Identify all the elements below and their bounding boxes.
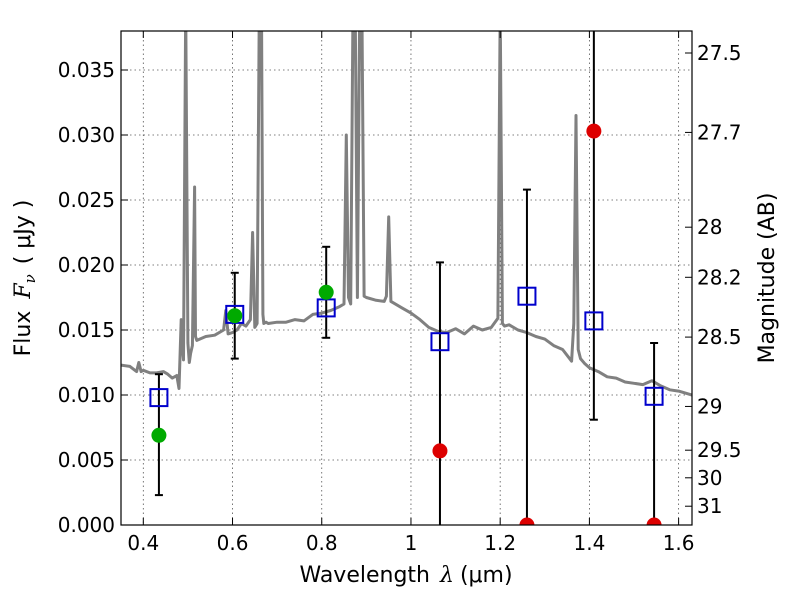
model-point [149, 388, 169, 408]
x-tick-label: 0.6 [217, 531, 249, 555]
x-tick-label: 1.2 [484, 531, 516, 555]
model-point [644, 386, 664, 406]
x-tick-label: 0.8 [306, 531, 338, 555]
x-axis-ticks: 0.4 0.6 0.8 1 1.2 1.4 1.6 [127, 31, 695, 555]
observed-point [227, 308, 243, 324]
y-tick-label: 0.035 [58, 58, 115, 82]
y-tick-label: 0.025 [58, 188, 115, 212]
model-point [430, 332, 450, 352]
magnitude-tick-label: 27.7 [697, 120, 742, 144]
x-tick-label: 1.6 [663, 531, 695, 555]
magnitude-tick-label: 27.5 [697, 41, 742, 65]
y-tick-label: 0.010 [58, 383, 115, 407]
observed-point [519, 517, 535, 525]
magnitude-axis-ticks: 27.5 27.7 28 28.2 28.5 29 29.5 30 31 [685, 41, 742, 518]
spectrum-layer [121, 31, 692, 397]
magnitude-tick-label: 31 [697, 494, 722, 518]
observed-point [432, 443, 448, 459]
y-axis-ticks: 0.000 0.005 0.010 0.015 0.020 0.025 0.030 0.035 [58, 58, 128, 537]
x-tick-label: 1.4 [573, 531, 605, 555]
observed-point [318, 284, 334, 300]
magnitude-axis-label: Magnitude (AB) [755, 193, 780, 364]
magnitude-tick-label: 29.5 [697, 438, 742, 462]
magnitude-tick-label: 28.5 [697, 325, 742, 349]
plot-frame [120, 30, 693, 526]
observed-point [151, 427, 167, 443]
magnitude-tick-label: 28.2 [697, 265, 742, 289]
magnitude-tick-label: 30 [697, 466, 722, 490]
y-tick-label: 0.015 [58, 318, 115, 342]
x-axis-label: Wavelength λ (μm) [299, 563, 512, 588]
y-tick-label: 0.020 [58, 253, 115, 277]
x-tick-label: 1 [405, 531, 418, 555]
y-tick-label: 0.000 [58, 513, 115, 537]
y-tick-label: 0.005 [58, 448, 115, 472]
observed-point [646, 517, 662, 525]
y-axis-label: FluxFν( μJy ) [11, 200, 39, 357]
observed-points [151, 123, 662, 525]
magnitude-tick-label: 28 [697, 215, 722, 239]
model-point [517, 286, 537, 306]
observed-point [586, 123, 602, 139]
x-tick-label: 0.4 [127, 531, 159, 555]
spectrum-line [121, 31, 692, 397]
y-tick-label: 0.030 [58, 123, 115, 147]
model-point [584, 311, 604, 331]
magnitude-tick-label: 29 [697, 394, 722, 418]
